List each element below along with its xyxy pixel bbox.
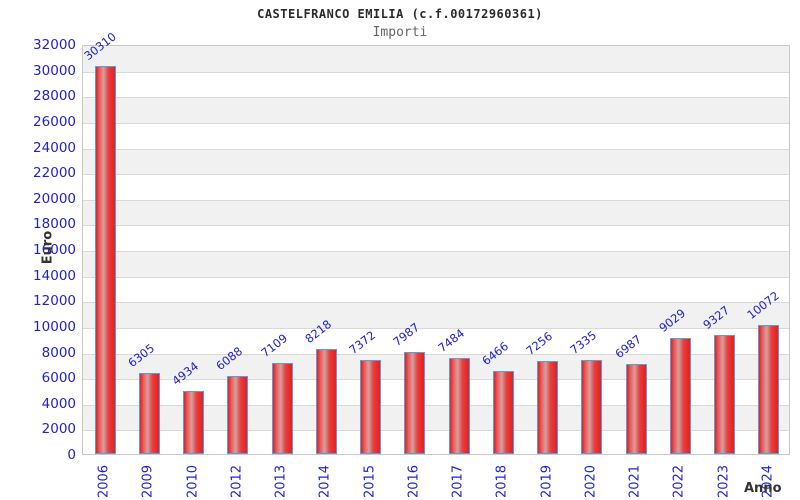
plot-band — [83, 97, 789, 123]
x-tick-label: 2009 — [140, 464, 156, 499]
y-tick-label: 20000 — [33, 190, 76, 207]
y-tick-label: 14000 — [33, 267, 76, 284]
y-tick-label: 2000 — [41, 421, 76, 438]
y-tick-label: 30000 — [33, 62, 76, 79]
gridline — [83, 225, 789, 227]
bar-2017 — [448, 358, 470, 454]
gridline — [83, 327, 789, 329]
y-tick-label: 24000 — [33, 139, 76, 156]
plot-band — [83, 148, 789, 175]
plot-band — [83, 199, 789, 226]
plot-band — [83, 251, 789, 277]
y-tick-label: 26000 — [33, 113, 76, 130]
bar-2006 — [94, 65, 116, 454]
x-tick-label: 2012 — [229, 464, 245, 499]
y-tick-label: 16000 — [33, 242, 76, 258]
bar-2012 — [227, 376, 249, 454]
gridline — [83, 251, 789, 252]
x-tick-label: 2014 — [317, 464, 333, 499]
x-tick-label: 2015 — [362, 464, 378, 499]
bar-2016 — [404, 351, 426, 454]
gridline — [83, 404, 789, 406]
bar-2020 — [581, 360, 603, 454]
bar-2009 — [138, 373, 160, 454]
x-tick-label: 2021 — [627, 464, 643, 499]
y-tick-label: 32000 — [33, 37, 76, 53]
bar-2018 — [492, 371, 514, 454]
bar-2023 — [714, 334, 736, 454]
gridline — [83, 97, 789, 99]
y-tick-label: 6000 — [41, 370, 76, 387]
plot-band — [83, 46, 789, 72]
gridline — [83, 379, 789, 381]
x-tick-label: 2018 — [494, 464, 510, 499]
bar-2013 — [271, 362, 293, 454]
y-tick-label: 22000 — [33, 165, 76, 182]
gridline — [83, 276, 789, 278]
gridline — [83, 430, 789, 432]
gridline — [83, 353, 789, 355]
plot-area: 30310 6305 4934 6088 7109 8218 7372 7987 7484 646… — [81, 29, 790, 455]
gridline — [83, 302, 789, 304]
gridline — [83, 122, 789, 124]
gridline — [83, 148, 789, 150]
x-tick-label: 2013 — [273, 464, 289, 499]
bar-2014 — [315, 348, 337, 454]
bar-2024 — [758, 324, 780, 454]
gridline — [83, 199, 789, 201]
y-tick-label: 28000 — [33, 88, 76, 105]
x-tick-label: 2023 — [716, 464, 732, 499]
plot-band — [83, 72, 789, 98]
bar-2021 — [625, 364, 647, 454]
plot-band — [83, 225, 789, 251]
x-tick-label: 2017 — [450, 464, 466, 499]
x-tick-label: 2006 — [96, 464, 112, 499]
gridline — [83, 71, 789, 73]
chart-subtitle: Importi — [372, 25, 428, 40]
x-tick-label: 2019 — [539, 464, 555, 499]
plot-band — [83, 302, 789, 328]
x-axis-title: Anno — [744, 481, 782, 496]
y-tick-label: 4000 — [41, 395, 76, 412]
bar-2022 — [669, 338, 691, 454]
x-tick-label: 2020 — [583, 464, 599, 499]
plot-band — [83, 277, 789, 303]
y-tick-label: 12000 — [33, 293, 76, 310]
plot-band — [83, 123, 789, 149]
y-axis-title: Euro — [40, 230, 56, 265]
x-tick-label: 2022 — [671, 464, 687, 499]
y-tick-label: 8000 — [41, 344, 76, 361]
x-tick-label: 2010 — [185, 464, 201, 499]
bar-2019 — [537, 361, 559, 454]
y-tick-label: 0 — [67, 447, 76, 463]
gridline — [83, 174, 789, 176]
bar-2015 — [360, 359, 382, 454]
chart-title: CASTELFRANCO EMILIA (c.f.00172960361) — [257, 7, 543, 21]
plot-band — [83, 174, 789, 200]
x-tick-label: 2016 — [406, 464, 422, 499]
y-tick-label: 18000 — [33, 216, 76, 233]
y-tick-label: 10000 — [33, 318, 76, 335]
bar-2010 — [183, 390, 205, 454]
